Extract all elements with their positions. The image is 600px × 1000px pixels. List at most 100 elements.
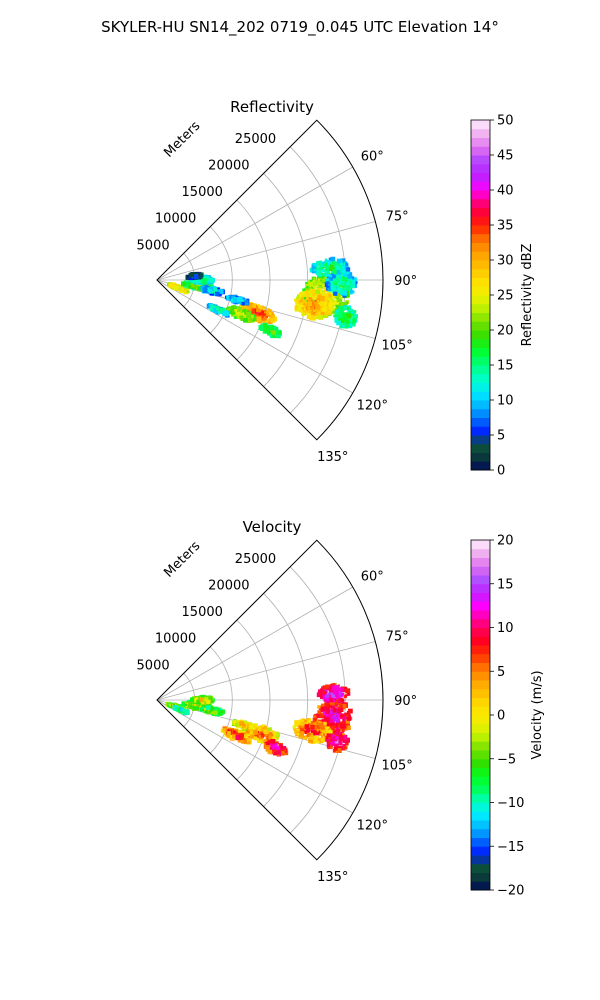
echo-pixel <box>247 728 253 734</box>
echo-cell <box>167 282 190 295</box>
echo-pixel <box>323 262 328 267</box>
echo-pixel <box>280 742 283 746</box>
echo-pixel <box>294 298 298 302</box>
echo-pixel <box>345 741 349 746</box>
angular-tick-label: 75° <box>386 630 409 645</box>
echo-pixel <box>344 324 347 328</box>
colorbar-swatch <box>471 347 490 357</box>
echo-pixel <box>261 311 265 315</box>
echo-pixel <box>350 276 355 280</box>
echo-pixel <box>248 730 253 736</box>
echo-pixel <box>266 308 271 312</box>
echo-pixel <box>314 314 319 319</box>
echo-pixel <box>298 734 303 739</box>
echo-pixel <box>345 688 351 694</box>
colorbar-swatch <box>471 198 490 208</box>
echo-pixel <box>271 730 274 733</box>
colorbar-swatch <box>471 767 490 777</box>
echo-pixel <box>261 734 265 738</box>
echo-pixel <box>339 690 343 694</box>
echo-pixel <box>297 300 302 304</box>
echo-pixel <box>249 316 254 321</box>
echo-pixel <box>270 733 274 737</box>
colorbar-swatch <box>471 373 490 383</box>
echo-pixel <box>317 295 322 300</box>
echo-pixel <box>318 722 324 728</box>
echo-pixel <box>304 303 308 307</box>
echo-pixel <box>323 726 328 732</box>
echo-pixel <box>346 313 351 319</box>
echo-pixel <box>209 699 214 704</box>
echo-pixel <box>268 727 272 731</box>
echo-pixel <box>266 325 270 330</box>
echo-pixel <box>346 307 350 310</box>
colorbar-tick-label: 5 <box>497 665 505 680</box>
echo-pixel <box>316 729 319 732</box>
echo-pixel <box>244 734 249 739</box>
echo-pixel <box>322 690 326 694</box>
echo-pixel <box>188 275 194 281</box>
colorbar-swatch <box>471 583 490 593</box>
echo-pixel <box>343 302 347 306</box>
colorbar-swatch <box>471 233 490 243</box>
echo-pixel <box>256 308 261 313</box>
echo-pixel <box>298 293 303 298</box>
echo-pixel <box>330 725 335 731</box>
echo-pixel <box>338 727 343 732</box>
echo-pixel <box>342 291 347 296</box>
colorbar-tick-label: 0 <box>497 464 505 479</box>
echo-pixel <box>307 722 313 728</box>
echo-pixel <box>253 736 257 741</box>
colorbar-swatch <box>471 172 490 182</box>
colorbar-tick-label: 10 <box>497 394 514 409</box>
colorbar-swatch <box>471 863 490 873</box>
echo-pixel <box>329 720 333 723</box>
echo-pixel <box>194 698 198 702</box>
angular-tick-label: 105° <box>381 338 412 353</box>
echo-pixel <box>275 333 279 337</box>
velocity-colorbar: −20 −15 −10 −5 0 5 10 15 20 <box>470 534 524 899</box>
echo-pixel <box>301 301 306 307</box>
echo-pixel <box>235 735 241 740</box>
echo-pixel <box>335 719 339 723</box>
echo-pixel <box>335 309 339 314</box>
echo-pixel <box>274 334 277 337</box>
echo-pixel <box>318 292 324 298</box>
echo-pixel <box>352 315 357 320</box>
sector-outline <box>156 539 384 861</box>
echo-pixel <box>339 290 344 295</box>
echo-cell <box>225 305 257 324</box>
echo-pixel <box>209 306 215 311</box>
reflectivity-panel: Reflectivity 5000 10000 15000 20000 25000 Met… <box>137 98 535 479</box>
echo-pixel <box>309 279 313 283</box>
echo-pixel <box>235 720 239 724</box>
echo-pixel <box>209 706 215 712</box>
echo-pixel <box>297 728 301 732</box>
echo-pixel <box>324 716 329 722</box>
echo-pixel <box>320 706 325 710</box>
echo-pixel <box>339 723 345 728</box>
colorbar-swatch <box>471 645 490 655</box>
echo-pixel <box>330 722 335 727</box>
echo-cell <box>316 682 351 706</box>
echo-pixel <box>333 291 338 296</box>
echo-pixel <box>189 705 192 708</box>
echo-pixel <box>198 274 203 279</box>
echo-pixel <box>188 285 192 289</box>
reflectivity-title: Reflectivity <box>230 98 314 116</box>
echo-pixel <box>326 306 330 310</box>
echo-pixel <box>181 281 186 287</box>
echo-pixel <box>324 702 329 707</box>
echo-pixel <box>299 731 305 737</box>
echo-pixel <box>310 288 316 294</box>
echo-pixel <box>340 714 344 718</box>
echo-pixel <box>328 305 333 311</box>
colorbar-swatch <box>471 688 490 698</box>
echo-pixel <box>280 746 284 750</box>
echo-pixel <box>204 701 207 704</box>
echo-pixel <box>342 703 347 708</box>
radial-tick-label: 25000 <box>235 552 276 567</box>
colorbar-swatch <box>471 793 490 803</box>
echo-pixel <box>233 298 238 303</box>
echo-pixel <box>316 308 320 312</box>
